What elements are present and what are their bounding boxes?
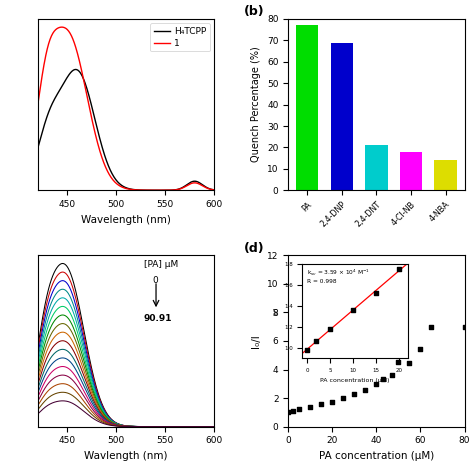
H₄TCPP [158,187,164,193]
Point [351,391,358,398]
Legend: H₄TCPP, 1: H₄TCPP, 1 [150,24,210,51]
Point [406,359,413,367]
Point [362,386,369,394]
H₄TCPP [170,187,176,193]
1 [170,187,176,193]
1 [35,101,41,107]
H₄TCPP [35,145,41,151]
H₄TCPP [73,67,79,73]
Point [328,398,336,405]
Bar [434,160,457,190]
Text: (d): (d) [244,242,265,255]
1 [57,25,63,30]
Point [395,358,402,366]
1 [109,176,115,182]
Line: H₄TCPP: H₄TCPP [38,70,224,190]
Point [461,323,468,330]
1 [158,187,164,193]
Bar [400,152,422,190]
H₄TCPP [221,187,227,193]
X-axis label: Wavelength (nm): Wavelength (nm) [81,215,171,225]
1 [96,145,102,151]
Point [428,323,435,330]
Bar [365,145,388,190]
Point [318,401,325,408]
1 [171,187,177,193]
Text: 0: 0 [153,276,158,285]
X-axis label: Wavlength (nm): Wavlength (nm) [84,451,168,461]
Point [284,409,292,416]
Bar [330,43,353,190]
Point [373,381,380,388]
Point [295,406,303,413]
Bar [296,26,319,190]
1 [153,187,158,193]
X-axis label: PA concentration (μM): PA concentration (μM) [319,451,434,461]
Line: 1: 1 [38,27,224,190]
Point [388,371,396,378]
H₄TCPP [96,133,102,138]
Text: [PA] μM: [PA] μM [144,260,178,269]
Point [379,375,387,383]
H₄TCPP [171,187,177,193]
Point [417,345,424,353]
Text: (b): (b) [244,5,265,18]
1 [221,187,227,193]
Y-axis label: I₀/I: I₀/I [252,334,262,348]
Point [339,394,347,402]
Text: 90.91: 90.91 [144,314,172,322]
Point [307,403,314,410]
Point [289,407,296,415]
H₄TCPP [153,187,158,193]
H₄TCPP [57,86,63,92]
H₄TCPP [109,171,115,176]
1 [59,24,64,30]
Y-axis label: Quench Percentage (%): Quench Percentage (%) [252,47,262,163]
